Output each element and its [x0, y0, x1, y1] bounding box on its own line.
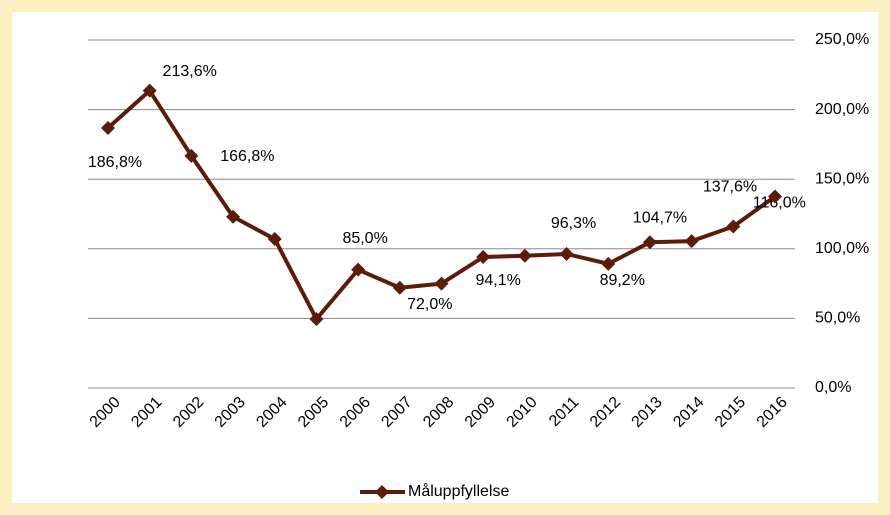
marker	[768, 189, 782, 204]
marker	[642, 235, 657, 250]
marker	[101, 120, 115, 135]
data-label: 137,6%	[703, 179, 757, 196]
data-label: 89,2%	[600, 272, 645, 289]
data-label: 72,0%	[407, 296, 452, 313]
marker	[517, 248, 532, 263]
data-label: 104,7%	[633, 209, 687, 226]
legend-label: Måluppfyllelse	[408, 482, 509, 500]
y-tick-label: 250,0%	[815, 31, 869, 48]
legend-marker	[375, 485, 389, 499]
y-tick-label: 0,0%	[815, 379, 851, 396]
marker	[351, 262, 366, 277]
y-tick-label: 50,0%	[815, 310, 860, 327]
marker	[142, 83, 157, 98]
data-label: 186,8%	[88, 154, 142, 171]
data-label: 85,0%	[342, 230, 387, 247]
marker	[684, 234, 699, 249]
data-label: 96,3%	[551, 215, 596, 232]
marker	[309, 312, 324, 327]
y-tick-label: 200,0%	[815, 101, 869, 118]
marker	[601, 256, 616, 271]
marker	[434, 276, 449, 291]
data-label: 116,0%	[753, 195, 806, 212]
marker	[184, 148, 199, 163]
marker	[476, 250, 491, 265]
chart-area	[12, 12, 878, 503]
y-tick-label: 150,0%	[815, 170, 869, 187]
marker	[267, 232, 282, 247]
y-tick-label: 100,0%	[815, 240, 869, 257]
marker	[559, 246, 574, 261]
marker	[726, 219, 741, 234]
data-label: 166,8%	[220, 148, 274, 165]
data-label: 94,1%	[476, 272, 521, 289]
marker	[226, 209, 241, 224]
data-label: 213,6%	[163, 63, 217, 80]
marker	[392, 280, 407, 295]
